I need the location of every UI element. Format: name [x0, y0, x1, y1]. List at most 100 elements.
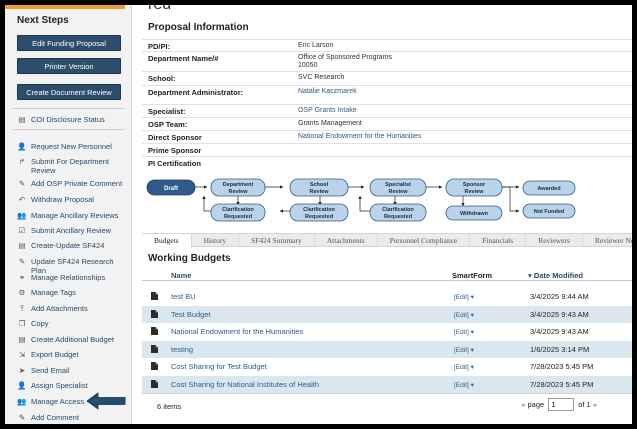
column-header-smartform: SmartForm [452, 271, 493, 280]
sidebar-item-coi-disclosure-status[interactable]: ▤ COI Disclosure Status [17, 115, 129, 124]
sidebar-item-add-osp-private-comment[interactable]: ✎ Add OSP Private Comment [17, 179, 129, 188]
tab-sf424-summary[interactable]: SF424 Summary [239, 234, 315, 246]
date-modified: 7/28/2023 5:45 PM [530, 380, 594, 389]
footer-divider [142, 393, 632, 394]
sidebar-item-label: Withdraw Proposal [31, 195, 94, 204]
sidebar-item-label: Submit Ancillary Review [31, 226, 112, 235]
comment-icon: ✎ [18, 179, 26, 188]
edit-dropdown[interactable]: [Edit] ▾ [454, 329, 474, 337]
edit-dropdown[interactable]: [Edit] ▾ [454, 346, 474, 354]
edit-dropdown[interactable]: [Edit] ▾ [454, 294, 474, 301]
state-label: Requested [224, 214, 252, 220]
sidebar-item-update-sf424-research-plan[interactable]: ✎ Update SF424 Research Plan [17, 257, 129, 275]
edit-dropdown[interactable]: [Edit] ▾ [454, 382, 474, 389]
table-row[interactable]: Cost Sharing for National Institutes of … [142, 376, 632, 393]
state-label: Review [389, 189, 409, 195]
sidebar-accent-bar [5, 5, 125, 9]
sidebar-item-add-attachments[interactable]: ⤒ Add Attachments [17, 304, 129, 313]
budget-document-icon [151, 380, 158, 388]
page-number-input[interactable] [548, 398, 575, 411]
proposal-information-title: Proposal Information [148, 22, 249, 33]
info-value: Eric Larson [298, 42, 334, 49]
info-value: SVC Research [298, 74, 345, 81]
table-row[interactable]: Cost Sharing for Test Budget [Edit] ▾ 7/28… [142, 358, 632, 375]
sidebar-item-export-budget[interactable]: ⇲ Export Budget [17, 350, 129, 359]
state-label: Clarification [222, 207, 254, 213]
user-plus-icon: 👤 [17, 381, 27, 390]
column-header-date-modified[interactable]: ▾ Date Modified [528, 271, 584, 280]
info-row: Direct Sponsor National Endowment for the… [142, 130, 632, 143]
printer-version-button[interactable]: Printer Version [17, 58, 121, 74]
sidebar-item-copy[interactable]: ❐ Copy [17, 319, 129, 328]
info-value[interactable]: OSP Grants Intake [298, 107, 357, 114]
sidebar-item-manage-access[interactable]: 👥 Manage Access [17, 397, 129, 406]
state-draft [146, 179, 196, 196]
tab-reviewers[interactable]: Reviewers [526, 234, 583, 246]
prev-page-icon[interactable]: ◂ [521, 401, 525, 409]
table-row[interactable]: test BU [Edit] ▾ 3/4/2025 9:44 AM [142, 288, 632, 305]
state-department-review: Department Review [210, 178, 266, 197]
upload-icon: ⤒ [20, 304, 24, 313]
edit-funding-proposal-button[interactable]: Edit Funding Proposal [17, 35, 121, 51]
sidebar-item-label: Manage Access [31, 397, 84, 406]
sidebar-item-label: Request New Personnel [31, 142, 112, 151]
sidebar-item-create-additional-budget[interactable]: ▤ Create Additional Budget [17, 335, 129, 344]
state-label: Not Funded [534, 209, 565, 215]
info-value[interactable]: National Endowment for the Humanities [298, 133, 422, 140]
column-header-name[interactable]: Name [171, 271, 192, 280]
info-row: Prime Sponsor [142, 143, 632, 156]
sidebar-item-label: Update SF424 Research Plan [31, 257, 114, 275]
form-icon: ▤ [18, 335, 26, 344]
edit-dropdown[interactable]: [Edit] ▾ [454, 364, 474, 372]
date-modified: 3/4/2025 9:43 AM [530, 309, 589, 319]
budget-document-icon [151, 344, 158, 353]
create-document-review-button[interactable]: Create Document Review [17, 84, 121, 100]
sidebar-item-assign-specialist[interactable]: 👤 Assign Specialist [17, 381, 129, 390]
table-row[interactable]: testing [Edit] ▾ 1/6/2025 3:14 PM [142, 340, 632, 358]
tab-reviewer-notes[interactable]: Reviewer Notes [583, 234, 632, 246]
state-clarification-requested-1: Clarification Requested [210, 203, 266, 222]
date-modified: 1/6/2025 3:14 PM [530, 344, 590, 354]
sidebar-item-submit-ancillary-review[interactable]: ☑ Submit Ancillary Review [17, 226, 129, 235]
state-clarification-requested-3: Clarification Requested [369, 203, 427, 222]
edit-icon: ✎ [18, 257, 26, 266]
sidebar-item-send-email[interactable]: ➤ Send Email [17, 366, 129, 375]
state-label: Requested [384, 214, 412, 220]
tab-financials[interactable]: Financials [470, 234, 527, 246]
state-sponsor-review: Sponsor Review [445, 178, 503, 197]
sidebar-item-manage-relationships[interactable]: ⚭ Manage Relationships [17, 273, 129, 282]
state-label: Clarification [382, 207, 414, 213]
budget-name-link[interactable]: testing [171, 344, 194, 354]
sidebar-item-label: Copy [31, 319, 49, 328]
info-value[interactable]: Natalie Kaczmarek [298, 88, 357, 95]
sidebar-item-manage-ancillary-reviews[interactable]: 👥 Manage Ancillary Reviews [17, 211, 129, 220]
tab-personnel-compliance[interactable]: Personnel Compliance [378, 234, 471, 246]
table-row[interactable]: National Endowment for the Humanities [Ed… [142, 323, 632, 340]
budget-name-link[interactable]: National Endowment for the Humanities [171, 327, 304, 337]
state-specialist-review: Specialist Review [369, 178, 427, 197]
table-row[interactable]: Test Budget [Edit] ▾ 3/4/2025 9:43 AM [142, 305, 632, 323]
budget-name-link[interactable]: Test Budget [171, 309, 211, 319]
tab-history[interactable]: History [192, 234, 240, 246]
sidebar-item-request-new-personnel[interactable]: 👤 Request New Personnel [17, 142, 129, 151]
info-row: Department Administrator: Natalie Kaczmar… [142, 85, 632, 104]
edit-dropdown[interactable]: [Edit] ▾ [454, 311, 474, 319]
sidebar-item-withdraw-proposal[interactable]: ↶ Withdraw Proposal [17, 195, 129, 204]
sidebar-item-create-update-sf424[interactable]: ▤ Create-Update SF424 [17, 241, 129, 250]
link-icon: ⚭ [18, 273, 26, 282]
budget-name-link[interactable]: Cost Sharing for National Institutes of … [171, 380, 319, 389]
sidebar-item-add-comment[interactable]: ✎ Add Comment [17, 413, 129, 422]
budget-document-icon [151, 292, 158, 300]
sidebar-item-manage-tags[interactable]: ⚙ Manage Tags [17, 288, 129, 297]
tab-budgets[interactable]: Budgets [142, 234, 192, 248]
sidebar-item-submit-for-department-review[interactable]: ↱ Submit For Department Review [17, 157, 129, 175]
main-content: red Proposal Information PD/PI: Eric Lars… [138, 5, 632, 424]
group-icon: 👥 [17, 211, 27, 220]
info-row: OSP Team: Grants Management [142, 117, 632, 130]
next-page-icon[interactable]: ▸ [593, 401, 598, 409]
info-label: Prime Sponsor [148, 146, 202, 155]
budget-name-link[interactable]: Cost Sharing for Test Budget [171, 362, 267, 372]
info-row: PD/PI: Eric Larson [142, 39, 632, 51]
budget-name-link[interactable]: test BU [171, 292, 196, 301]
tab-attachments[interactable]: Attachments [315, 234, 378, 246]
